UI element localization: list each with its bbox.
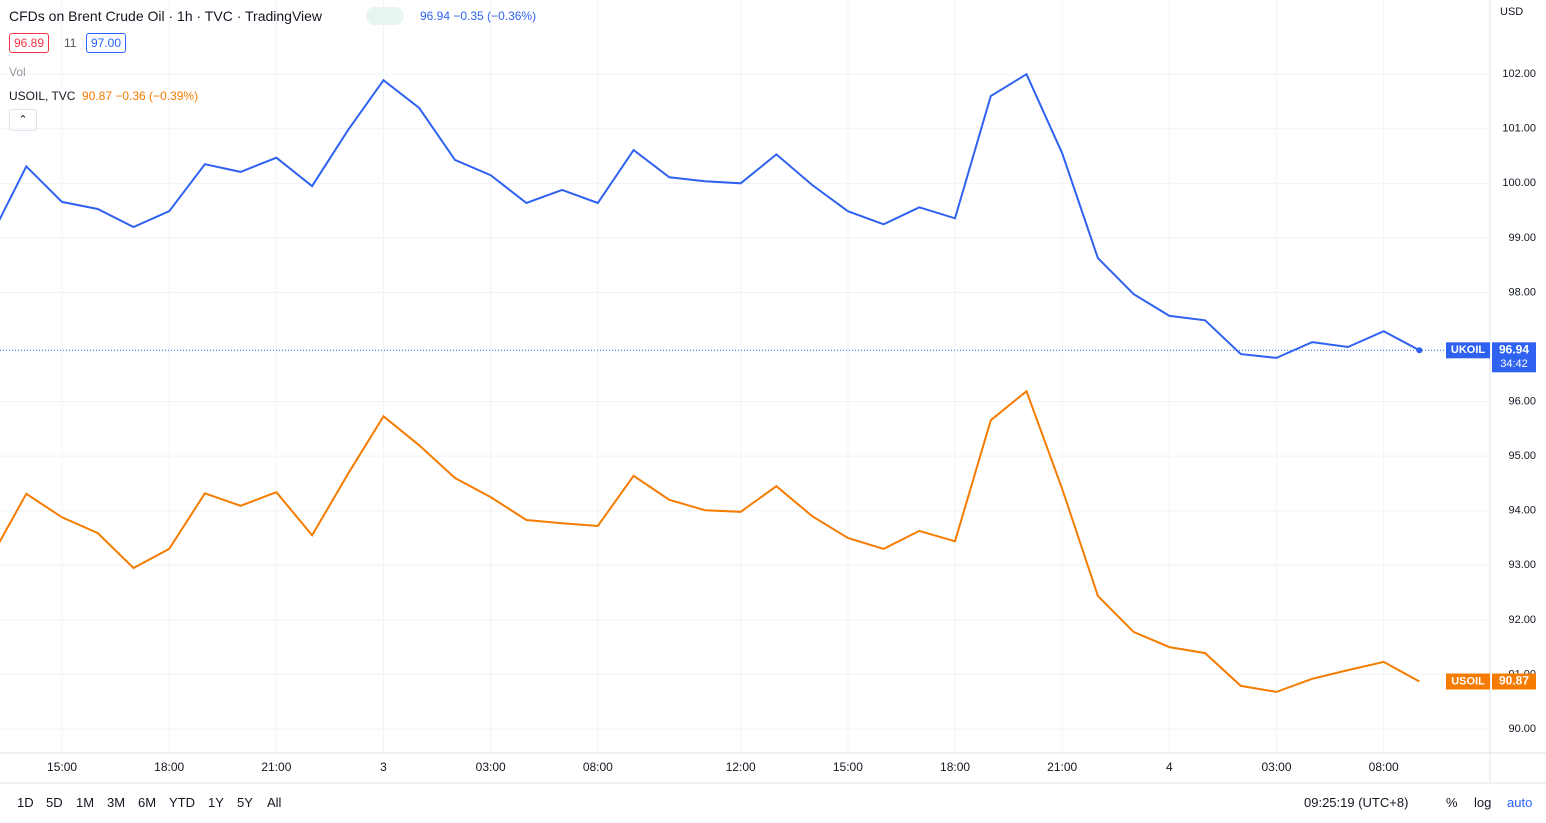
auto-toggle[interactable]: auto	[1507, 795, 1533, 810]
y-tick-label: 90.00	[1508, 723, 1536, 735]
y-tick-label: 96.00	[1508, 396, 1536, 408]
status-badge[interactable]	[366, 7, 404, 25]
legend-label: USOIL	[1451, 675, 1485, 687]
y-tick-label: 100.00	[1502, 177, 1536, 189]
x-tick-label: 21:00	[1047, 760, 1077, 774]
y-tick-label: 98.00	[1508, 286, 1536, 298]
x-tick-label: 21:00	[261, 760, 291, 774]
legend-label: UKOIL	[1451, 344, 1486, 356]
percent-toggle[interactable]: %	[1446, 795, 1458, 810]
y-tick-label: 93.00	[1508, 559, 1536, 571]
y-tick-label: 101.00	[1502, 123, 1536, 135]
legend-label-bg	[1446, 673, 1490, 690]
legend-label-bg	[1446, 342, 1490, 359]
series-line	[0, 72, 1420, 359]
x-tick-label: 18:00	[154, 760, 184, 774]
range-button[interactable]: 1D	[17, 795, 34, 810]
bid[interactable]: 96.89	[9, 33, 50, 53]
x-tick-label: 03:00	[1262, 760, 1292, 774]
last-point	[1416, 347, 1423, 354]
ask[interactable]: 97.00	[86, 33, 127, 53]
range-button[interactable]: 5Y	[237, 795, 253, 810]
quote: 96.94 −0.35 (−0.36%)	[420, 9, 537, 23]
range-button[interactable]: 1M	[76, 795, 95, 810]
range-button[interactable]: 3M	[107, 795, 126, 810]
compare-quote: 90.87 −0.36 (−0.39%)	[82, 89, 199, 103]
range-button[interactable]: YTD	[169, 795, 195, 810]
y-tick-label: 102.00	[1502, 68, 1536, 80]
vol: Vol	[9, 65, 26, 79]
y-tick-label: 99.00	[1508, 232, 1536, 244]
x-tick-label: 3	[380, 760, 387, 774]
price-label: 90.87	[1499, 674, 1529, 688]
labels: 96.94 34:42 UKOIL 90.87 USOIL	[1446, 342, 1536, 690]
range-button[interactable]: 1Y	[208, 795, 224, 810]
collapse-button[interactable]: ⌃	[9, 109, 37, 131]
x-tick-label: 03:00	[476, 760, 506, 774]
x-tick-label: 15:00	[47, 760, 77, 774]
countdown: 34:42	[1500, 358, 1528, 370]
compare-symbol: USOIL, TVC	[9, 89, 76, 103]
x-tick-label: 15:00	[833, 760, 863, 774]
grid: 90.0091.0092.0093.0094.0095.0096.0098.00…	[0, 0, 1536, 774]
x-tick-label: 18:00	[940, 760, 970, 774]
range-button[interactable]: 5D	[46, 795, 63, 810]
spread: 11	[64, 36, 77, 50]
x-tick-label: 08:00	[1369, 760, 1399, 774]
x-tick-label: 4	[1166, 760, 1173, 774]
clock: 09:25:19 (UTC+8)	[1304, 795, 1409, 810]
y-tick-label: 95.00	[1508, 450, 1536, 462]
y-tick-label: 94.00	[1508, 505, 1536, 517]
price-label: 96.94	[1499, 342, 1529, 356]
x-tick-label: 12:00	[726, 760, 756, 774]
y-tick-label: 92.00	[1508, 614, 1536, 626]
price-label-bg	[1492, 342, 1536, 373]
x-tick-label: 08:00	[583, 760, 613, 774]
range-button[interactable]: 6M	[138, 795, 157, 810]
log-toggle[interactable]: log	[1474, 795, 1492, 810]
currency[interactable]: USD	[1500, 6, 1524, 18]
series-line	[0, 389, 1420, 693]
range-button[interactable]: All	[267, 795, 282, 810]
price-label-bg	[1492, 673, 1536, 690]
lines	[0, 72, 1490, 693]
title: CFDs on Brent Crude Oil · 1h · TVC · Tra…	[9, 8, 323, 24]
